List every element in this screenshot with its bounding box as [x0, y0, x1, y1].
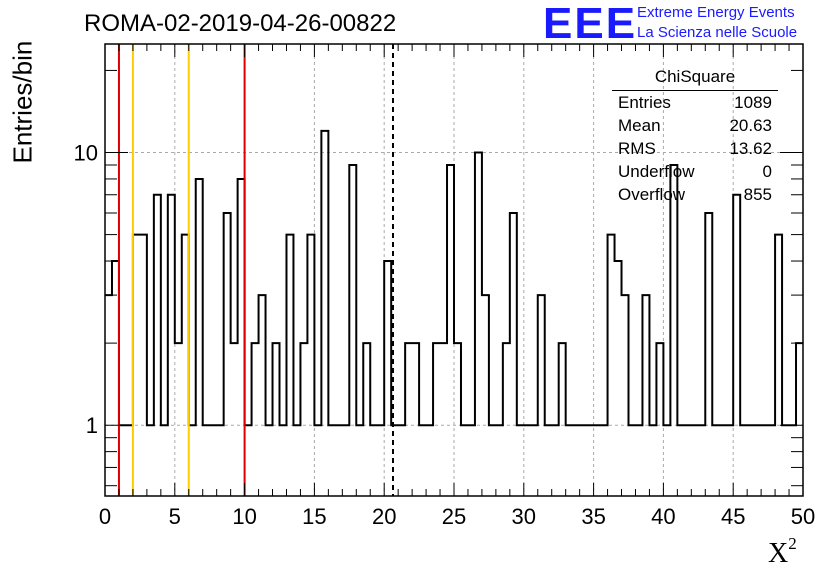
- stats-value: 0: [762, 162, 772, 181]
- stats-value: 1089: [734, 93, 772, 112]
- stats-value: 13.62: [729, 139, 772, 158]
- axes: 0 5 10 15 20 25 30 35 40 45 50 1 10: [74, 43, 815, 529]
- eee-logo: EEE: [543, 0, 638, 48]
- stats-divider: [612, 90, 778, 91]
- x-tick-label: 40: [651, 504, 675, 529]
- x-axis-label: X2: [768, 534, 797, 570]
- stats-key: Overflow: [618, 185, 686, 204]
- stats-key: RMS: [618, 139, 656, 158]
- vertical-lines: [117, 44, 394, 496]
- stats-value: 20.63: [729, 116, 772, 135]
- y-tick-label: 10: [74, 141, 98, 166]
- logo-line-1: Extreme Energy Events: [637, 4, 795, 21]
- logo-line-2: La Scienza nelle Scuole: [637, 24, 798, 41]
- stats-key: Mean: [618, 116, 661, 135]
- stats-title: ChiSquare: [654, 67, 736, 86]
- histogram-bins: [105, 129, 803, 427]
- stats-value: 855: [743, 185, 772, 204]
- x-axis-label-superscript: 2: [788, 534, 797, 553]
- x-tick-label: 35: [581, 504, 605, 529]
- y-tick-label: 1: [86, 413, 98, 438]
- x-tick-label: 15: [302, 504, 326, 529]
- x-tick-label: 45: [721, 504, 745, 529]
- x-axis-label-base: X: [768, 538, 789, 569]
- stats-key: Entries: [618, 93, 671, 112]
- x-tick-label: 30: [512, 504, 536, 529]
- x-tick-label: 0: [99, 504, 111, 529]
- x-tick-label: 10: [232, 504, 256, 529]
- x-tick-label: 20: [372, 504, 396, 529]
- x-tick-label: 5: [169, 504, 181, 529]
- chart-title: ROMA-02-2019-04-26-00822: [84, 10, 397, 37]
- stats-key: Underflow: [618, 162, 695, 181]
- x-tick-label: 25: [442, 504, 466, 529]
- histogram-outline: [105, 129, 803, 427]
- x-tick-label: 50: [791, 504, 815, 529]
